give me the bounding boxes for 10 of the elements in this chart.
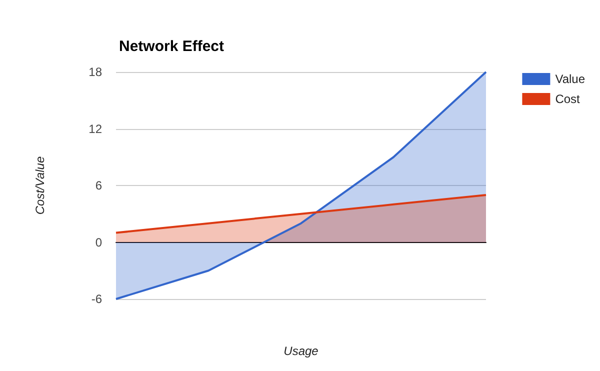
- legend-label: Cost: [555, 92, 581, 106]
- y-axis-title: Cost/Value: [33, 156, 47, 215]
- x-axis-title: Usage: [284, 344, 319, 358]
- y-tick-label: 0: [95, 235, 102, 250]
- y-tick-label: 18: [88, 65, 102, 79]
- y-tick-label: -6: [91, 292, 102, 306]
- y-tick-label: 12: [88, 122, 102, 136]
- y-tick-label: 6: [95, 178, 102, 192]
- legend-label: Value: [555, 72, 586, 86]
- chart-title: Network Effect: [119, 38, 224, 55]
